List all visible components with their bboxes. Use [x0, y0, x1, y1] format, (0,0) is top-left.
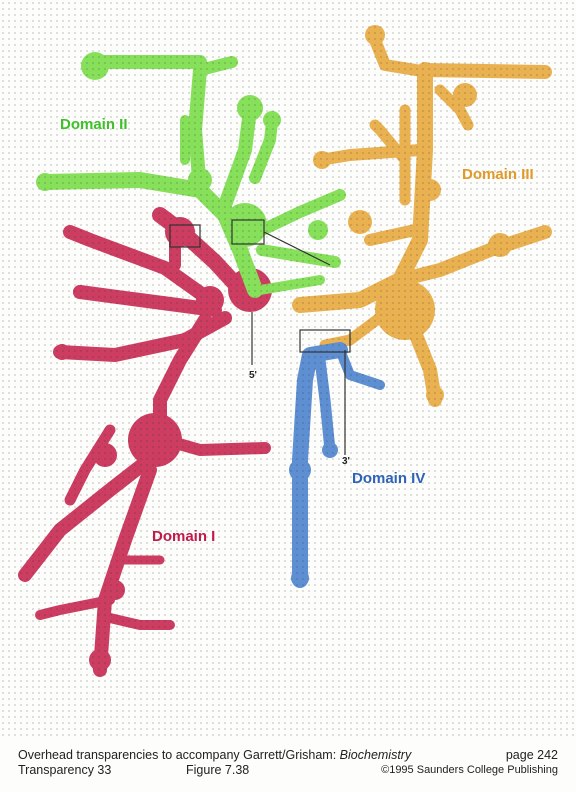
figure-number: Figure 7.38: [186, 763, 250, 777]
page-number: page 242: [505, 748, 558, 762]
backbone-strands: [169, 219, 351, 455]
caption-title: Biochemistry: [339, 748, 412, 762]
copyright: ©1995 Saunders College Publishing: [381, 764, 558, 776]
domain-2-label: Domain II: [60, 116, 128, 133]
domain-3-label: Domain III: [462, 166, 534, 183]
footer-row-2: Transparency 33 Figure 7.38 ©1995 Saunde…: [18, 763, 558, 778]
five-prime-end-label: 5': [249, 370, 257, 381]
three-prime-end-label: 3': [342, 456, 350, 467]
footer: Overhead transparencies to accompany Gar…: [18, 748, 558, 778]
domain-4-label: Domain IV: [352, 470, 426, 487]
rrna-secondary-structure-diagram: [0, 0, 576, 740]
base-texture: [0, 0, 576, 740]
footer-row-1: Overhead transparencies to accompany Gar…: [18, 748, 558, 763]
caption-prefix: Overhead transparencies to accompany Gar…: [18, 748, 340, 762]
domain-1-label: Domain I: [152, 528, 216, 545]
transparency-number: Transparency 33: [18, 763, 112, 777]
